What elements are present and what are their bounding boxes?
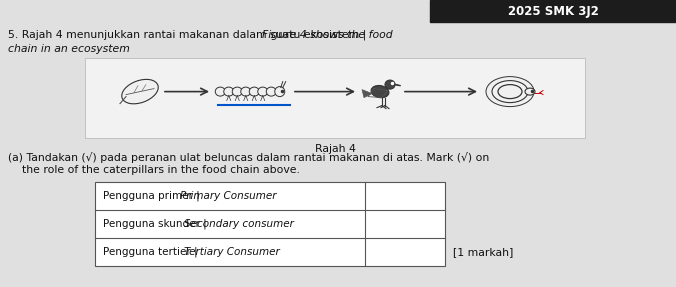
Text: Pengguna tertier |: Pengguna tertier |	[103, 247, 201, 257]
Text: Pengguna skunder |: Pengguna skunder |	[103, 219, 210, 229]
Text: [1 markah]: [1 markah]	[453, 247, 513, 257]
Ellipse shape	[233, 87, 242, 96]
Text: Rajah 4: Rajah 4	[314, 144, 356, 154]
Text: 5. Rajah 4 menunjukkan rantai makanan dalam suatu ekosistem |: 5. Rajah 4 menunjukkan rantai makanan da…	[8, 30, 370, 40]
Ellipse shape	[258, 87, 268, 96]
Ellipse shape	[215, 87, 225, 96]
Ellipse shape	[492, 81, 528, 102]
Ellipse shape	[224, 87, 234, 96]
Ellipse shape	[249, 87, 260, 96]
Text: the role of the caterpillars in the food chain above.: the role of the caterpillars in the food…	[8, 165, 300, 175]
Ellipse shape	[274, 87, 285, 97]
Bar	[430, 0, 676, 22]
Text: Tertiary Consumer: Tertiary Consumer	[184, 247, 279, 257]
Ellipse shape	[385, 80, 395, 89]
Ellipse shape	[498, 85, 522, 99]
Ellipse shape	[266, 87, 276, 96]
Bar	[95, 182, 445, 266]
Ellipse shape	[122, 79, 158, 104]
Bar	[85, 58, 585, 138]
Ellipse shape	[241, 87, 251, 96]
Text: Primary Consumer: Primary Consumer	[180, 191, 276, 201]
Text: chain in an ecosystem: chain in an ecosystem	[8, 44, 130, 54]
Ellipse shape	[525, 88, 535, 95]
Text: Pengguna primer |: Pengguna primer |	[103, 191, 203, 201]
Text: (a) Tandakan (√) pada peranan ulat beluncas dalam rantai makanan di atas. Mark (: (a) Tandakan (√) pada peranan ulat belun…	[8, 152, 489, 163]
Text: 2025 SMK 3J2: 2025 SMK 3J2	[508, 5, 598, 18]
Ellipse shape	[486, 77, 534, 106]
Ellipse shape	[371, 86, 389, 98]
Text: Secondary consumer: Secondary consumer	[184, 219, 293, 229]
Text: Figure 4 shows the food: Figure 4 shows the food	[262, 30, 393, 40]
Polygon shape	[362, 90, 372, 98]
